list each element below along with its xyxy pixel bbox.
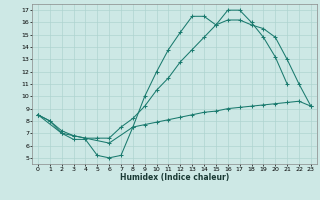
X-axis label: Humidex (Indice chaleur): Humidex (Indice chaleur)	[120, 173, 229, 182]
